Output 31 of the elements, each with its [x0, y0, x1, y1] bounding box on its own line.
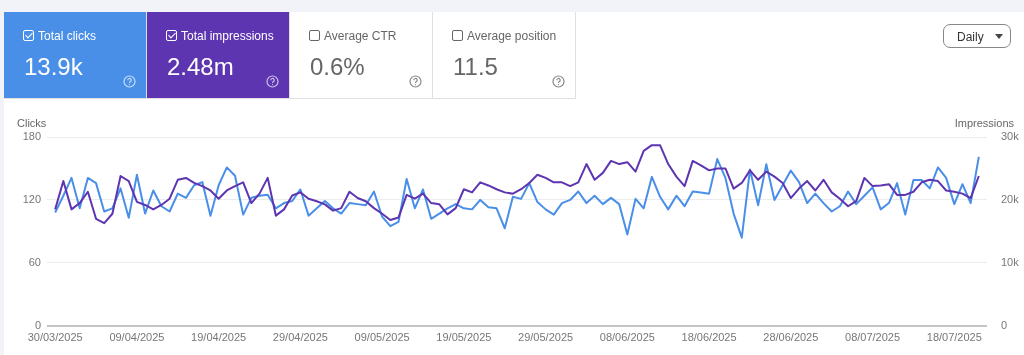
- text: Daily: [957, 30, 984, 44]
- x-tick-label: 30/03/2025: [27, 331, 83, 344]
- y-tick-label: 120: [22, 192, 41, 205]
- x-tick-label: 19/05/2025: [436, 331, 492, 344]
- x-tick-label: 09/04/2025: [109, 331, 165, 344]
- x-tick-label: 08/07/2025: [845, 331, 901, 344]
- x-tick-label: 18/07/2025: [926, 331, 982, 344]
- x-tick-label: 29/05/2025: [518, 331, 574, 344]
- y-tick-label: 60: [28, 255, 41, 268]
- x-tick-label: 08/06/2025: [599, 331, 655, 344]
- x-tick-label: 28/06/2025: [763, 331, 819, 344]
- x-tick-label: 09/05/2025: [354, 331, 410, 344]
- text: Average position: [467, 29, 557, 43]
- y-tick-label: 0: [34, 318, 41, 331]
- text: 11.5: [453, 53, 498, 81]
- y2-tick-label: 20k: [1001, 192, 1020, 205]
- x-tick-label: 18/06/2025: [681, 331, 737, 344]
- legend-label: Total clicks: [38, 29, 97, 43]
- text: 2.48m: [167, 53, 234, 81]
- x-tick-label: 19/04/2025: [191, 331, 247, 344]
- y-tick-label: 180: [22, 130, 41, 143]
- legend-label: Total impressions: [181, 29, 274, 43]
- text: Average CTR: [324, 29, 397, 43]
- y2-axis-title: Impressions: [954, 116, 1015, 129]
- y-axis-title: Clicks: [17, 116, 47, 129]
- y2-tick-label: 10k: [1001, 255, 1020, 268]
- y2-tick-label: 30k: [1001, 130, 1020, 143]
- x-tick-label: 29/04/2025: [272, 331, 328, 344]
- y2-tick-label: 0: [1001, 318, 1008, 331]
- text: 13.9k: [24, 53, 83, 81]
- text: 0.6%: [310, 53, 365, 81]
